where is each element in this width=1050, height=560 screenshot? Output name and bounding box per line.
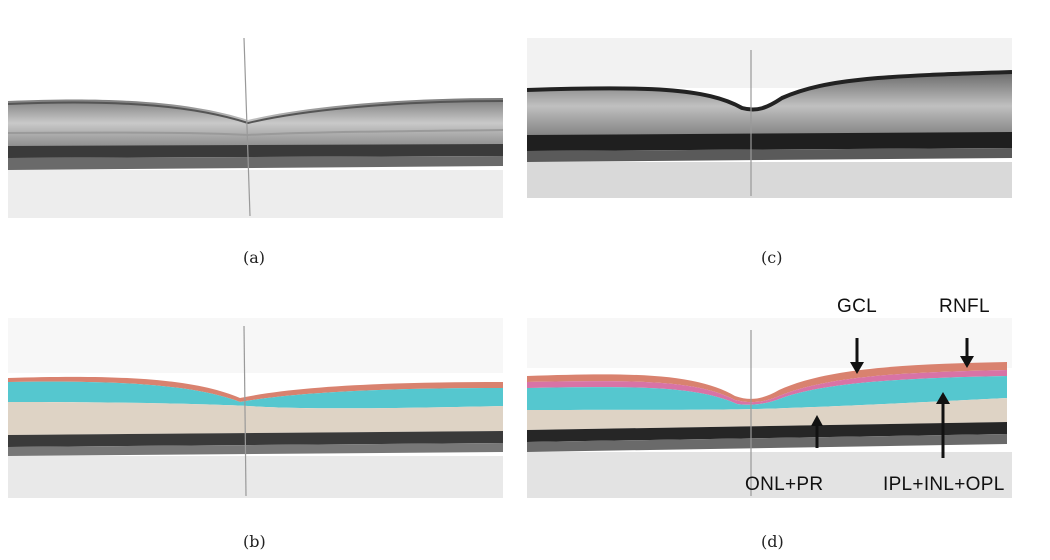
rnfl-layer <box>8 376 503 402</box>
panel-a-caption: (a) <box>243 248 266 267</box>
gcl-label: GCL <box>837 296 877 317</box>
gcl-layer <box>527 370 1007 405</box>
panel-b-segmented-scan <box>8 318 503 498</box>
onl-pr-layer <box>8 402 503 435</box>
panel-c-caption: (c) <box>761 248 783 267</box>
rnfl-label: RNFL <box>939 296 990 317</box>
ipl-inl-opl-layer <box>527 376 1007 410</box>
gcl-arrow <box>850 338 864 374</box>
onl-pr-arrow <box>811 415 823 448</box>
panel-a-oct-scan <box>8 38 503 218</box>
onl-pr-label: ONL+PR <box>745 474 824 495</box>
ipl-inl-opl-arrow <box>936 392 950 458</box>
panel-d-caption: (d) <box>761 532 784 551</box>
ipl-inl-opl-label: IPL+INL+OPL <box>883 474 1005 495</box>
rnfl-arrow <box>960 338 974 368</box>
panel-d-segmented-scan <box>527 318 1012 498</box>
panel-b-caption: (b) <box>243 532 266 551</box>
onl-pr-layer <box>527 398 1007 430</box>
panel-c-oct-scan <box>527 38 1012 198</box>
ipl-inl-opl-layer <box>8 381 503 409</box>
rnfl-layer <box>527 362 1007 403</box>
